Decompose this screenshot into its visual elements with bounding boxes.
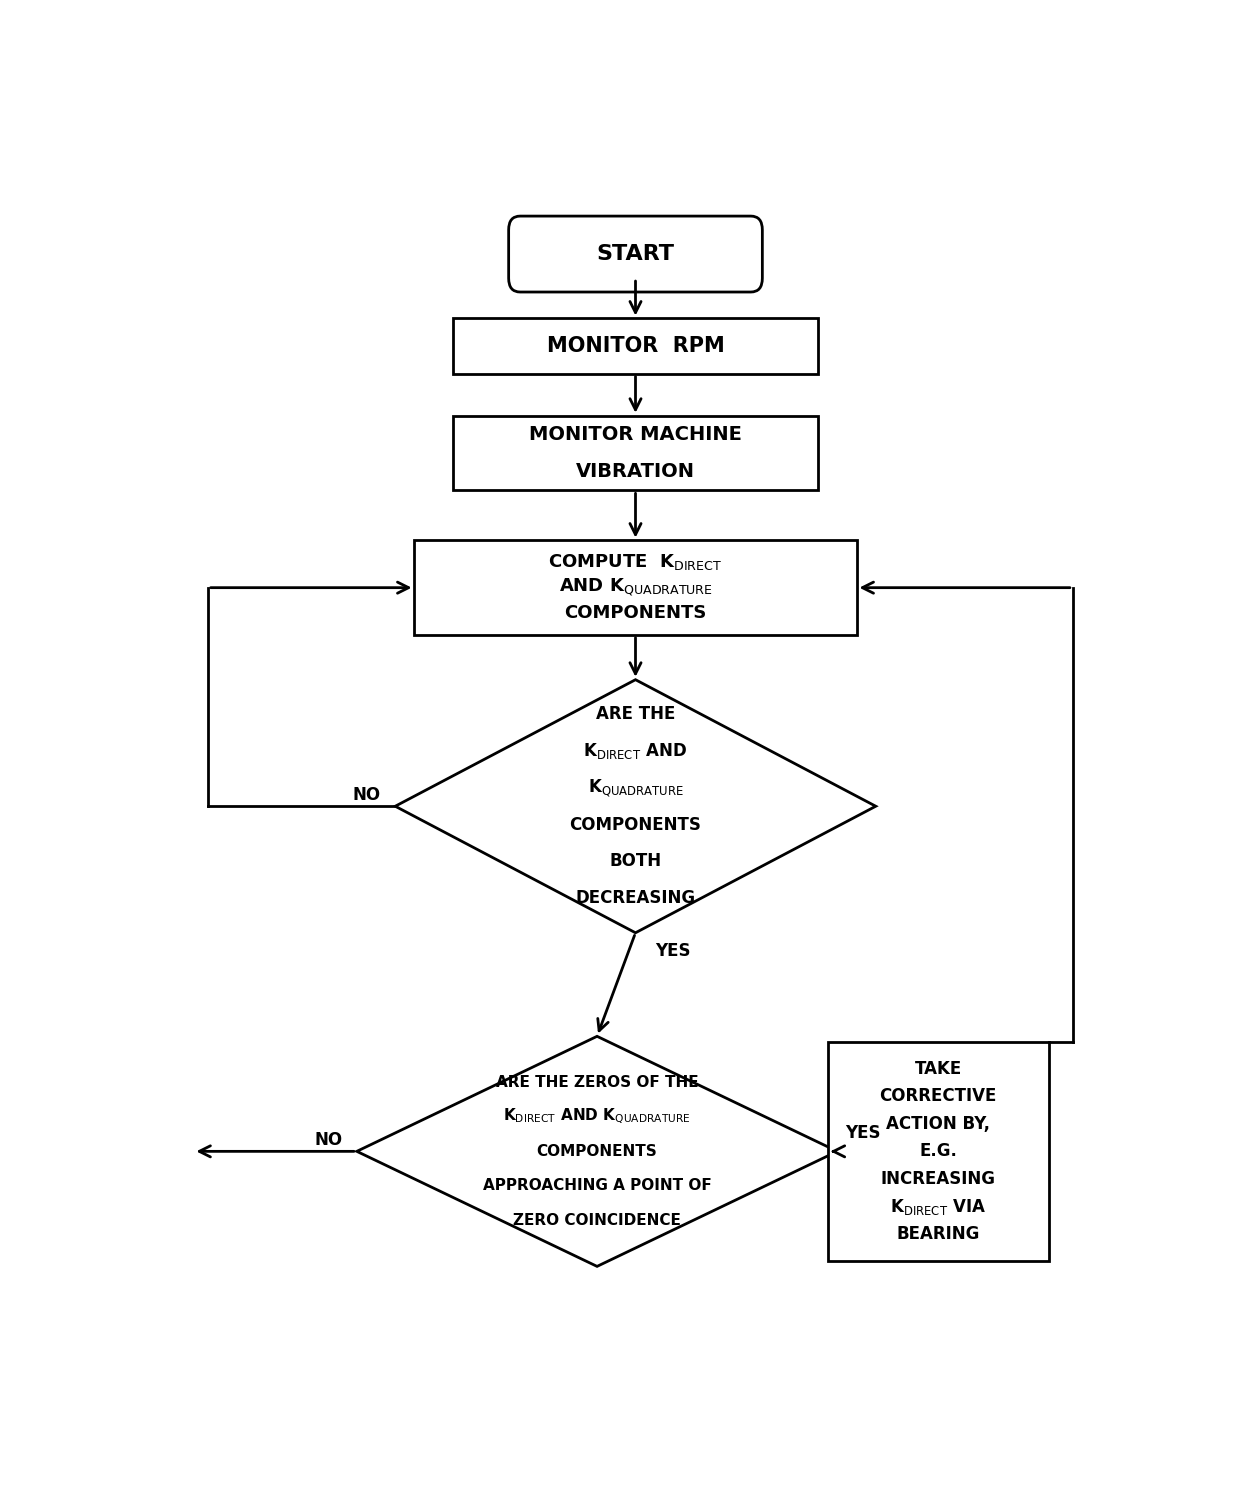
- Text: NO: NO: [352, 786, 381, 804]
- Text: ARE THE: ARE THE: [595, 705, 676, 723]
- Text: COMPONENTS: COMPONENTS: [569, 816, 702, 834]
- Text: MONITOR  RPM: MONITOR RPM: [547, 336, 724, 356]
- Text: NO: NO: [314, 1131, 342, 1149]
- Text: ACTION BY,: ACTION BY,: [887, 1115, 991, 1132]
- Text: ZERO COINCIDENCE: ZERO COINCIDENCE: [513, 1213, 681, 1228]
- Text: COMPUTE  K$_{\mathrm{DIRECT}}$: COMPUTE K$_{\mathrm{DIRECT}}$: [548, 553, 723, 572]
- Polygon shape: [357, 1037, 837, 1267]
- Text: K$_{\mathrm{DIRECT}}$ AND K$_{\mathrm{QUADRATURE}}$: K$_{\mathrm{DIRECT}}$ AND K$_{\mathrm{QU…: [503, 1107, 691, 1126]
- Text: BEARING: BEARING: [897, 1225, 980, 1243]
- Text: K$_{\mathrm{QUADRATURE}}$: K$_{\mathrm{QUADRATURE}}$: [588, 777, 683, 799]
- Text: YES: YES: [655, 943, 691, 961]
- Text: APPROACHING A POINT OF: APPROACHING A POINT OF: [482, 1179, 712, 1194]
- Text: DECREASING: DECREASING: [575, 889, 696, 907]
- Bar: [828, 1043, 1049, 1261]
- Text: YES: YES: [844, 1123, 880, 1141]
- FancyBboxPatch shape: [508, 217, 763, 291]
- Bar: [453, 318, 818, 374]
- Text: COMPONENTS: COMPONENTS: [564, 604, 707, 622]
- Text: TAKE: TAKE: [915, 1059, 962, 1077]
- Text: START: START: [596, 244, 675, 264]
- Text: CORRECTIVE: CORRECTIVE: [879, 1088, 997, 1106]
- Text: ARE THE ZEROS OF THE: ARE THE ZEROS OF THE: [496, 1074, 698, 1089]
- Text: K$_{\mathrm{DIRECT}}$ AND: K$_{\mathrm{DIRECT}}$ AND: [584, 741, 687, 760]
- Text: MONITOR MACHINE: MONITOR MACHINE: [529, 426, 742, 444]
- Text: COMPONENTS: COMPONENTS: [537, 1144, 657, 1159]
- Text: AND K$_{\mathrm{QUADRATURE}}$: AND K$_{\mathrm{QUADRATURE}}$: [559, 577, 712, 599]
- Bar: [414, 541, 857, 635]
- Text: INCREASING: INCREASING: [880, 1170, 996, 1188]
- Bar: [453, 415, 818, 490]
- Text: BOTH: BOTH: [609, 853, 662, 871]
- Text: E.G.: E.G.: [919, 1143, 957, 1161]
- Text: K$_{\mathrm{DIRECT}}$ VIA: K$_{\mathrm{DIRECT}}$ VIA: [890, 1197, 986, 1216]
- Text: VIBRATION: VIBRATION: [577, 462, 694, 481]
- Polygon shape: [396, 680, 875, 932]
